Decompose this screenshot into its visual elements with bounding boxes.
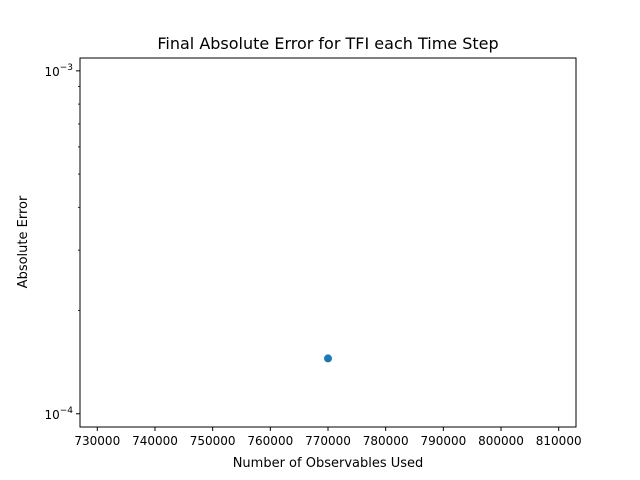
data-point: [324, 354, 332, 363]
x-tick-label: 730000: [74, 434, 120, 448]
x-axis-label: Number of Observables Used: [233, 456, 424, 471]
x-tick-label: 760000: [247, 434, 293, 448]
x-tick-label: 740000: [132, 434, 178, 448]
x-tick-label: 800000: [478, 434, 524, 448]
x-axis: 730000 740000 750000 760000 770000 780000 7900…: [74, 427, 582, 448]
plot-marks: [324, 354, 332, 363]
y-axis-label: Absolute Error: [16, 195, 31, 288]
y-axis: 10−3 10−4: [44, 63, 80, 422]
x-tick-label: 770000: [305, 434, 351, 448]
chart-title: Final Absolute Error for TFI each Time S…: [157, 34, 498, 53]
x-tick-label: 750000: [190, 434, 236, 448]
x-tick-label: 790000: [420, 434, 466, 448]
x-tick-label: 810000: [536, 434, 582, 448]
y-tick-label: 10−4: [44, 406, 73, 422]
y-tick-label: 10−3: [44, 63, 73, 79]
x-tick-label: 780000: [363, 434, 409, 448]
